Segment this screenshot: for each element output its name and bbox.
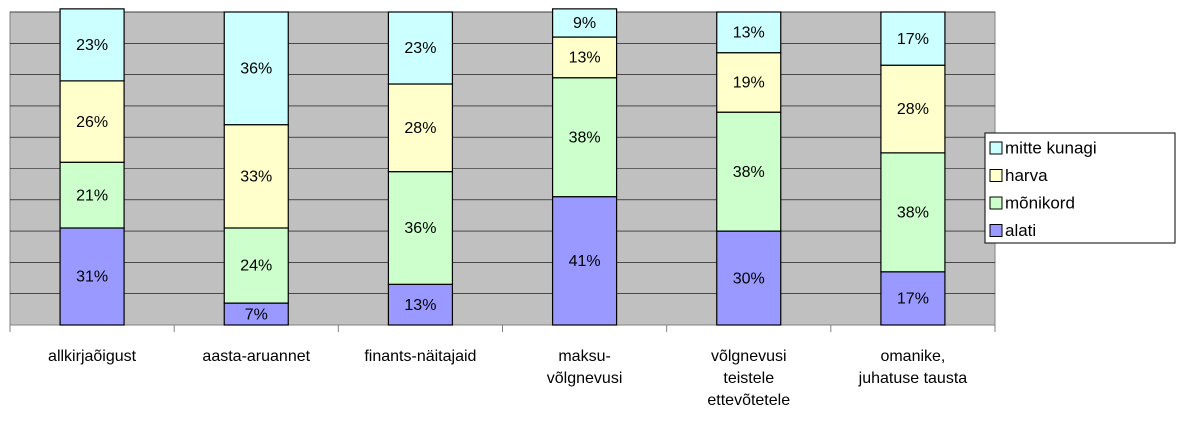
bar-segment [387, 171, 454, 285]
data-label: 30% [733, 270, 765, 287]
bar-segment [223, 227, 289, 304]
data-label: 17% [897, 31, 929, 48]
bar-segment [551, 196, 618, 326]
bar-segment [716, 230, 782, 326]
x-tick-label: omanike, juhatuse tausta [858, 348, 968, 387]
bar-segment [551, 36, 618, 79]
data-label: 23% [404, 40, 436, 57]
bar-segment [59, 227, 125, 326]
bar-segment [880, 11, 946, 66]
data-label: 17% [897, 291, 929, 308]
data-label: 28% [404, 120, 436, 137]
legend-label: alati [1005, 221, 1036, 240]
x-tick-label: allkirjaõigust [48, 348, 137, 365]
bar-segment [223, 11, 289, 126]
data-label: 36% [404, 220, 436, 237]
bar-segment [716, 111, 782, 232]
data-label: 36% [240, 61, 272, 78]
data-label: 7% [245, 306, 268, 323]
bar-segment [59, 8, 125, 82]
x-tick-label: maksu- võlgnevusi [546, 348, 623, 387]
data-label: 9% [573, 15, 596, 32]
data-label: 13% [733, 25, 765, 42]
bar-segment [551, 8, 618, 38]
data-label: 21% [76, 187, 108, 204]
legend-swatch [989, 224, 1003, 237]
bar-segment [387, 283, 454, 326]
x-tick-label: finants-näitajaid [364, 348, 477, 365]
data-label: 19% [733, 75, 765, 92]
legend-swatch [989, 169, 1003, 182]
bar-segment [59, 161, 125, 229]
data-label: 41% [569, 253, 601, 270]
legend-box [984, 132, 1176, 244]
bar-segment [223, 124, 289, 229]
bar-segment [551, 77, 618, 198]
bar-segment [387, 11, 454, 85]
x-tick-label: võlgnevusi teistele ettevõtetele [707, 348, 791, 409]
data-label: 13% [404, 297, 436, 314]
bar-segment [880, 152, 946, 273]
legend-label: mitte kunagi [1005, 138, 1097, 157]
data-label: 33% [240, 169, 272, 186]
data-label: 13% [569, 50, 601, 67]
bar-segment [880, 64, 946, 154]
data-label: 38% [897, 205, 929, 222]
bar-segment [59, 80, 125, 163]
bar-segment [716, 11, 782, 54]
data-label: 38% [733, 164, 765, 181]
legend-label: harva [1005, 166, 1048, 185]
legend-swatch [989, 141, 1003, 155]
x-tick-label: aasta-aruannet [202, 348, 311, 365]
data-label: 38% [569, 129, 601, 146]
data-label: 31% [76, 269, 108, 286]
bar-segment [880, 271, 946, 326]
data-label: 24% [240, 258, 272, 275]
data-label: 23% [76, 37, 108, 54]
legend-label: mõnikord [1005, 193, 1075, 212]
data-label: 28% [897, 101, 929, 118]
data-label: 26% [76, 114, 108, 131]
bar-segment [387, 83, 454, 173]
legend-swatch [989, 196, 1003, 210]
